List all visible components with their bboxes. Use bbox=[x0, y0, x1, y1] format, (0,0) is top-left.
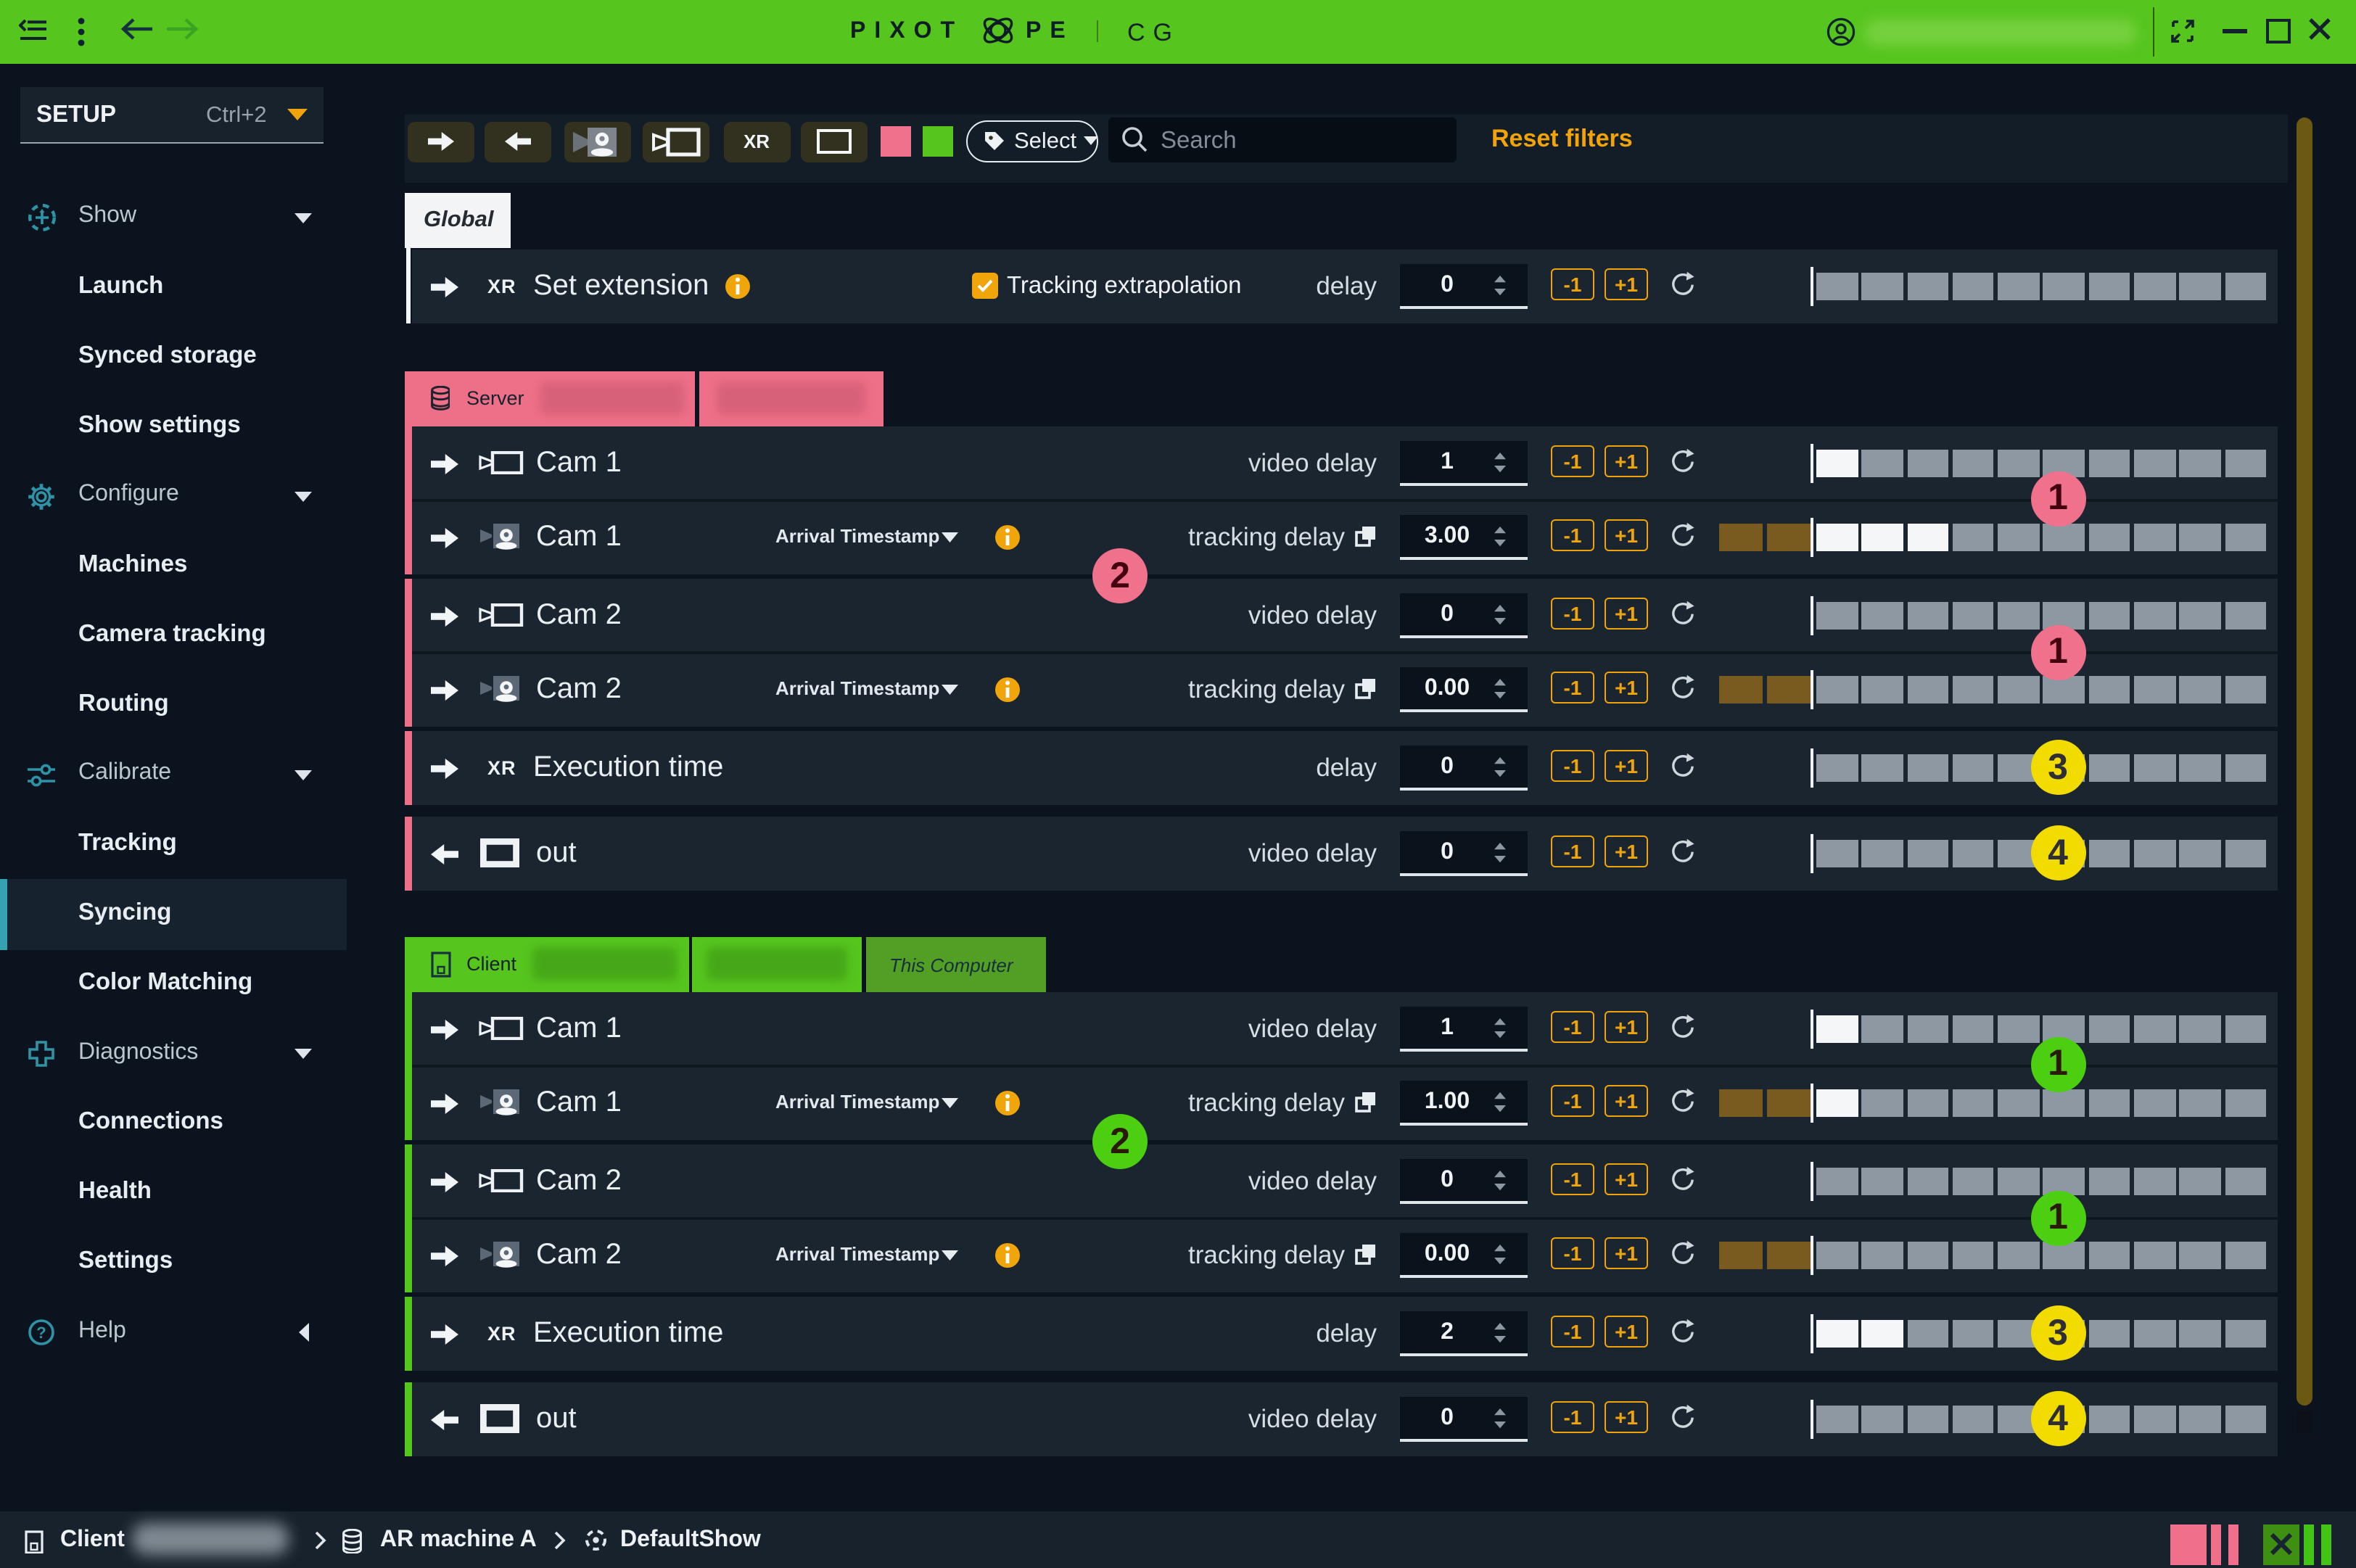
svg-text:?: ? bbox=[36, 1324, 46, 1342]
